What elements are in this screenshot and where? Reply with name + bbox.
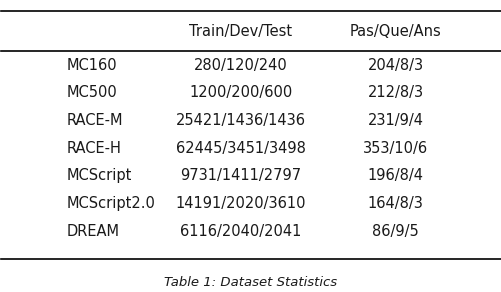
Text: 280/120/240: 280/120/240 [194,58,287,72]
Text: MC500: MC500 [66,85,117,100]
Text: 231/9/4: 231/9/4 [367,113,423,128]
Text: 196/8/4: 196/8/4 [367,168,423,183]
Text: Train/Dev/Test: Train/Dev/Test [189,24,292,39]
Text: RACE-M: RACE-M [66,113,123,128]
Text: 6116/2040/2041: 6116/2040/2041 [180,224,301,239]
Text: 62445/3451/3498: 62445/3451/3498 [176,141,305,156]
Text: RACE-H: RACE-H [66,141,121,156]
Text: 212/8/3: 212/8/3 [367,85,423,100]
Text: 353/10/6: 353/10/6 [363,141,427,156]
Text: 86/9/5: 86/9/5 [372,224,418,239]
Text: MC160: MC160 [66,58,117,72]
Text: 25421/1436/1436: 25421/1436/1436 [176,113,306,128]
Text: 164/8/3: 164/8/3 [367,196,423,211]
Text: MCScript: MCScript [66,168,131,183]
Text: 1200/200/600: 1200/200/600 [189,85,292,100]
Text: 14191/2020/3610: 14191/2020/3610 [175,196,306,211]
Text: DREAM: DREAM [66,224,119,239]
Text: Table 1: Dataset Statistics: Table 1: Dataset Statistics [164,276,337,289]
Text: MCScript2.0: MCScript2.0 [66,196,155,211]
Text: 204/8/3: 204/8/3 [367,58,423,72]
Text: 9731/1411/2797: 9731/1411/2797 [180,168,301,183]
Text: Pas/Que/Ans: Pas/Que/Ans [349,24,441,39]
